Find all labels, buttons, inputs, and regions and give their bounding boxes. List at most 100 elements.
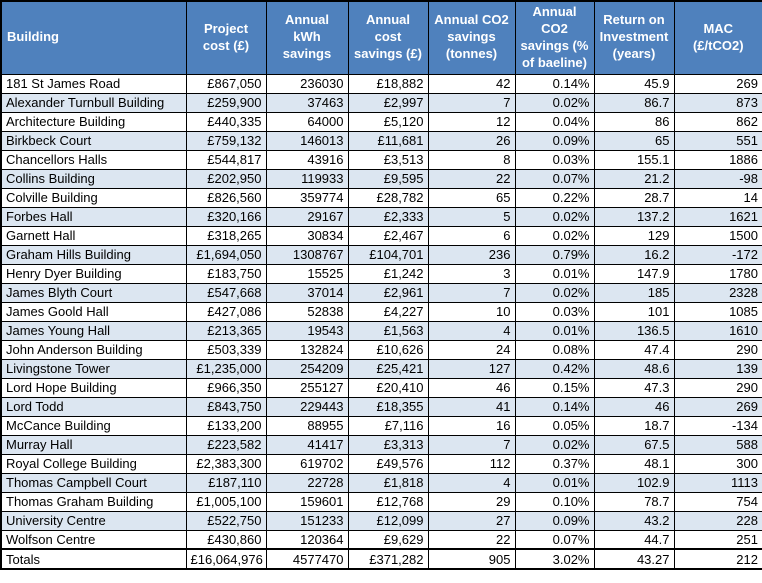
value-cell: 119933 bbox=[265, 168, 349, 189]
value-cell: £5,120 bbox=[347, 111, 429, 132]
value-cell: 0.02% bbox=[514, 206, 595, 227]
value-cell: 120364 bbox=[265, 529, 349, 550]
value-cell: 269 bbox=[673, 396, 762, 417]
table-row: Birkbeck Court £759,132 146013 £11,681 26 0.0… bbox=[0, 130, 762, 151]
value-cell: 67.5 bbox=[593, 434, 675, 455]
value-cell: 1113 bbox=[673, 472, 762, 493]
value-cell: £3,313 bbox=[347, 434, 429, 455]
building-name-cell: Thomas Graham Building bbox=[0, 491, 187, 512]
value-cell: £2,997 bbox=[347, 92, 429, 113]
value-cell: 48.6 bbox=[593, 358, 675, 379]
value-cell: 0.07% bbox=[514, 529, 595, 550]
value-cell: 37463 bbox=[265, 92, 349, 113]
value-cell: £11,681 bbox=[347, 130, 429, 151]
building-name-cell: John Anderson Building bbox=[0, 339, 187, 360]
value-cell: 101 bbox=[593, 301, 675, 322]
value-cell: 588 bbox=[673, 434, 762, 455]
table-header-row: Building Project cost (£) Annual kWh savin… bbox=[0, 0, 762, 75]
value-cell: 228 bbox=[673, 510, 762, 531]
value-cell: £4,227 bbox=[347, 301, 429, 322]
building-name-cell: Garnett Hall bbox=[0, 225, 187, 246]
value-cell: 0.22% bbox=[514, 187, 595, 208]
value-cell: 0.01% bbox=[514, 320, 595, 341]
value-cell: 0.37% bbox=[514, 453, 595, 474]
value-cell: 229443 bbox=[265, 396, 349, 417]
table-row: Murray Hall £223,582 41417 £3,313 7 0.02% 67.5… bbox=[0, 434, 762, 455]
value-cell: £430,860 bbox=[185, 529, 267, 550]
value-cell: 29 bbox=[427, 491, 516, 512]
value-cell: 147.9 bbox=[593, 263, 675, 284]
building-name-cell: Wolfson Centre bbox=[0, 529, 187, 550]
column-header: Annual cost savings (£) bbox=[347, 0, 429, 75]
value-cell: £12,099 bbox=[347, 510, 429, 531]
table-row: Forbes Hall £320,166 29167 £2,333 5 0.02% 137.… bbox=[0, 206, 762, 227]
column-header: Annual kWh savings bbox=[265, 0, 349, 75]
value-cell: £503,339 bbox=[185, 339, 267, 360]
value-cell: 0.05% bbox=[514, 415, 595, 436]
value-cell: 7 bbox=[427, 92, 516, 113]
building-name-cell: 181 St James Road bbox=[0, 73, 187, 94]
table-row: McCance Building £133,200 88955 £7,116 16 0.0… bbox=[0, 415, 762, 436]
value-cell: 43916 bbox=[265, 149, 349, 170]
value-cell: 159601 bbox=[265, 491, 349, 512]
value-cell: 290 bbox=[673, 339, 762, 360]
value-cell: 7 bbox=[427, 434, 516, 455]
value-cell: 0.01% bbox=[514, 263, 595, 284]
value-cell: £2,961 bbox=[347, 282, 429, 303]
table-row: James Blyth Court £547,668 37014 £2,961 7 0.0… bbox=[0, 282, 762, 303]
value-cell: 27 bbox=[427, 510, 516, 531]
totals-label-cell: Totals bbox=[0, 548, 187, 570]
table-row: Livingstone Tower £1,235,000 254209 £25,421… bbox=[0, 358, 762, 379]
value-cell: 0.14% bbox=[514, 73, 595, 94]
value-cell: 10 bbox=[427, 301, 516, 322]
value-cell: 0.09% bbox=[514, 510, 595, 531]
value-cell: £544,817 bbox=[185, 149, 267, 170]
value-cell: 251 bbox=[673, 529, 762, 550]
value-cell: £183,750 bbox=[185, 263, 267, 284]
table-row: Collins Building £202,950 119933 £9,595 22 0.… bbox=[0, 168, 762, 189]
value-cell: 22728 bbox=[265, 472, 349, 493]
column-header: Return on Investment (years) bbox=[593, 0, 675, 75]
totals-value-cell: 43.27 bbox=[593, 548, 675, 570]
value-cell: -172 bbox=[673, 244, 762, 265]
table-row: Lord Hope Building £966,350 255127 £20,410 4… bbox=[0, 377, 762, 398]
table-row: Thomas Campbell Court £187,110 22728 £1,818… bbox=[0, 472, 762, 493]
totals-value-cell: 3.02% bbox=[514, 548, 595, 570]
value-cell: 1085 bbox=[673, 301, 762, 322]
value-cell: £1,242 bbox=[347, 263, 429, 284]
building-name-cell: University Centre bbox=[0, 510, 187, 531]
value-cell: 65 bbox=[593, 130, 675, 151]
value-cell: 0.15% bbox=[514, 377, 595, 398]
value-cell: 16 bbox=[427, 415, 516, 436]
value-cell: 619702 bbox=[265, 453, 349, 474]
table-row: Graham Hills Building £1,694,050 1308767 £1… bbox=[0, 244, 762, 265]
value-cell: £1,005,100 bbox=[185, 491, 267, 512]
building-name-cell: Livingstone Tower bbox=[0, 358, 187, 379]
value-cell: 0.08% bbox=[514, 339, 595, 360]
column-header: Annual CO2 savings (% of baeline) bbox=[514, 0, 595, 75]
value-cell: 4 bbox=[427, 472, 516, 493]
value-cell: £1,235,000 bbox=[185, 358, 267, 379]
building-name-cell: James Goold Hall bbox=[0, 301, 187, 322]
value-cell: £259,900 bbox=[185, 92, 267, 113]
value-cell: £522,750 bbox=[185, 510, 267, 531]
value-cell: 88955 bbox=[265, 415, 349, 436]
value-cell: £440,335 bbox=[185, 111, 267, 132]
value-cell: 754 bbox=[673, 491, 762, 512]
building-name-cell: Thomas Campbell Court bbox=[0, 472, 187, 493]
value-cell: 8 bbox=[427, 149, 516, 170]
value-cell: 0.09% bbox=[514, 130, 595, 151]
value-cell: 1308767 bbox=[265, 244, 349, 265]
value-cell: 0.02% bbox=[514, 282, 595, 303]
building-name-cell: Chancellors Halls bbox=[0, 149, 187, 170]
value-cell: 1886 bbox=[673, 149, 762, 170]
value-cell: 48.1 bbox=[593, 453, 675, 474]
value-cell: 22 bbox=[427, 529, 516, 550]
table-row: Thomas Graham Building £1,005,100 159601 £1… bbox=[0, 491, 762, 512]
value-cell: 47.3 bbox=[593, 377, 675, 398]
value-cell: £9,629 bbox=[347, 529, 429, 550]
table-row: John Anderson Building £503,339 132824 £10,… bbox=[0, 339, 762, 360]
totals-value-cell: £16,064,976 bbox=[185, 548, 267, 570]
value-cell: 137.2 bbox=[593, 206, 675, 227]
value-cell: 30834 bbox=[265, 225, 349, 246]
